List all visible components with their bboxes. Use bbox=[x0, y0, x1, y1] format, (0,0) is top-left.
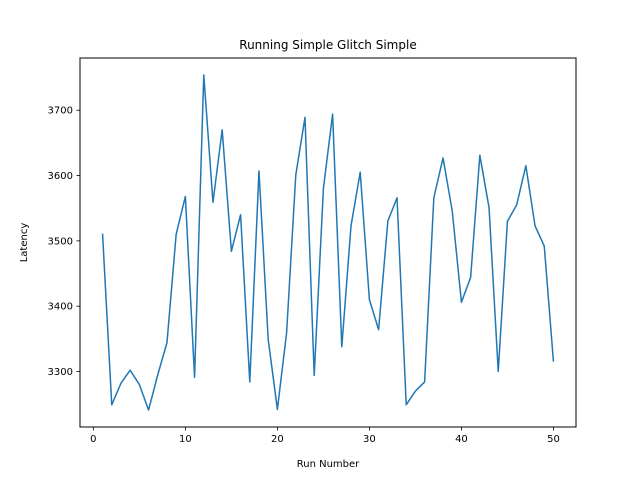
chart-title: Running Simple Glitch Simple bbox=[239, 38, 416, 52]
series-line-0 bbox=[101, 74, 555, 411]
x-tick-label: 10 bbox=[179, 434, 192, 445]
x-tick-label: 40 bbox=[455, 434, 468, 445]
x-tick-label: 0 bbox=[90, 434, 96, 445]
y-axis-label: Latency bbox=[19, 223, 30, 263]
y-tick-label: 3500 bbox=[48, 236, 73, 247]
x-axis-label: Run Number bbox=[297, 459, 360, 470]
y-tick-label: 3400 bbox=[48, 302, 73, 313]
y-tick-label: 3600 bbox=[48, 171, 73, 182]
x-tick-label: 20 bbox=[271, 434, 284, 445]
y-axis: 3300 3400 3500 3600 3700 bbox=[48, 106, 80, 378]
x-tick-label: 50 bbox=[547, 434, 560, 445]
x-tick-label: 30 bbox=[363, 434, 376, 445]
axes-frame bbox=[79, 57, 577, 428]
plot-area bbox=[101, 74, 555, 411]
x-axis: 0 10 20 30 40 50 bbox=[90, 427, 560, 445]
y-tick-label: 3300 bbox=[48, 367, 73, 378]
y-tick-label: 3700 bbox=[48, 106, 73, 117]
